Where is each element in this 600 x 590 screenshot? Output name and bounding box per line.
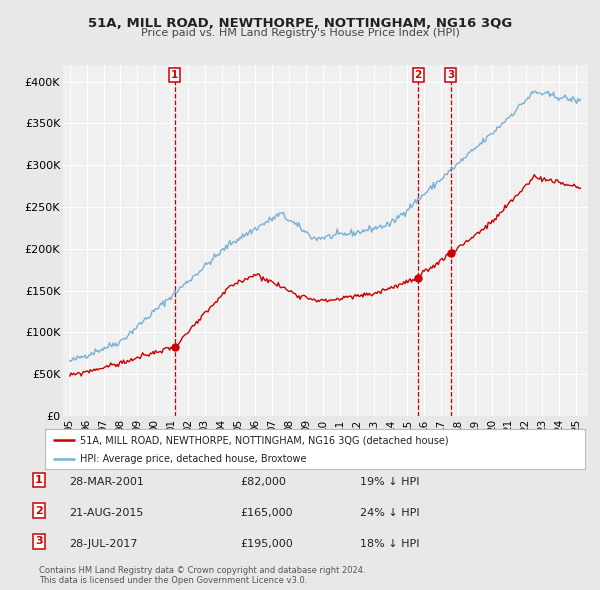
Text: 51A, MILL ROAD, NEWTHORPE, NOTTINGHAM, NG16 3QG: 51A, MILL ROAD, NEWTHORPE, NOTTINGHAM, N…: [88, 17, 512, 30]
Text: 28-JUL-2017: 28-JUL-2017: [69, 539, 137, 549]
Text: 2: 2: [35, 506, 43, 516]
Text: 3: 3: [35, 536, 43, 546]
Text: £165,000: £165,000: [240, 508, 293, 518]
Text: This data is licensed under the Open Government Licence v3.0.: This data is licensed under the Open Gov…: [39, 576, 307, 585]
Text: £82,000: £82,000: [240, 477, 286, 487]
Text: 21-AUG-2015: 21-AUG-2015: [69, 508, 143, 518]
Text: 19% ↓ HPI: 19% ↓ HPI: [360, 477, 419, 487]
Text: 51A, MILL ROAD, NEWTHORPE, NOTTINGHAM, NG16 3QG (detached house): 51A, MILL ROAD, NEWTHORPE, NOTTINGHAM, N…: [80, 435, 449, 445]
Text: 1: 1: [35, 475, 43, 485]
Text: Price paid vs. HM Land Registry's House Price Index (HPI): Price paid vs. HM Land Registry's House …: [140, 28, 460, 38]
Text: 18% ↓ HPI: 18% ↓ HPI: [360, 539, 419, 549]
Text: 24% ↓ HPI: 24% ↓ HPI: [360, 508, 419, 518]
Text: 2: 2: [415, 70, 422, 80]
Text: 1: 1: [171, 70, 179, 80]
Text: 3: 3: [447, 70, 454, 80]
Text: Contains HM Land Registry data © Crown copyright and database right 2024.: Contains HM Land Registry data © Crown c…: [39, 566, 365, 575]
Text: £195,000: £195,000: [240, 539, 293, 549]
Text: 28-MAR-2001: 28-MAR-2001: [69, 477, 144, 487]
Text: HPI: Average price, detached house, Broxtowe: HPI: Average price, detached house, Brox…: [80, 454, 307, 464]
